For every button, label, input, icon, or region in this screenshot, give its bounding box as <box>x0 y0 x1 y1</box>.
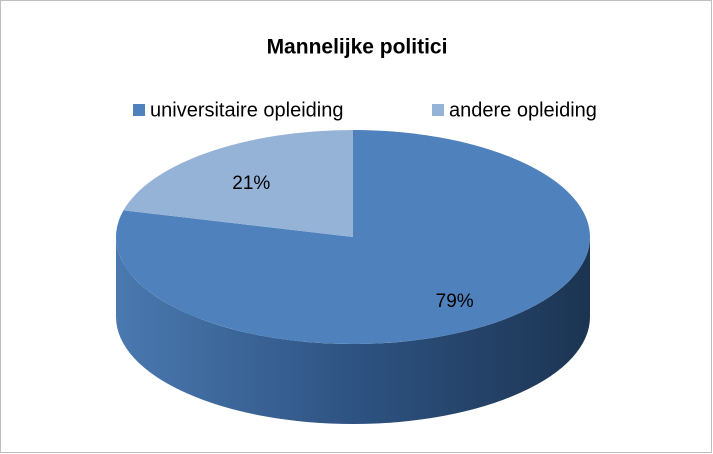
chart-title: Mannelijke politici <box>267 36 448 59</box>
pie-side <box>116 237 590 424</box>
legend-swatch <box>432 104 444 116</box>
pie-slice <box>123 130 353 237</box>
data-label: 21% <box>232 173 270 194</box>
legend: universitaire opleiding andere opleiding <box>133 99 597 121</box>
legend-label: universitaire opleiding <box>150 99 343 121</box>
data-label: 79% <box>436 291 474 312</box>
legend-label: andere opleiding <box>449 99 597 121</box>
legend-swatch <box>133 104 145 116</box>
pie-slice <box>115 130 590 344</box>
